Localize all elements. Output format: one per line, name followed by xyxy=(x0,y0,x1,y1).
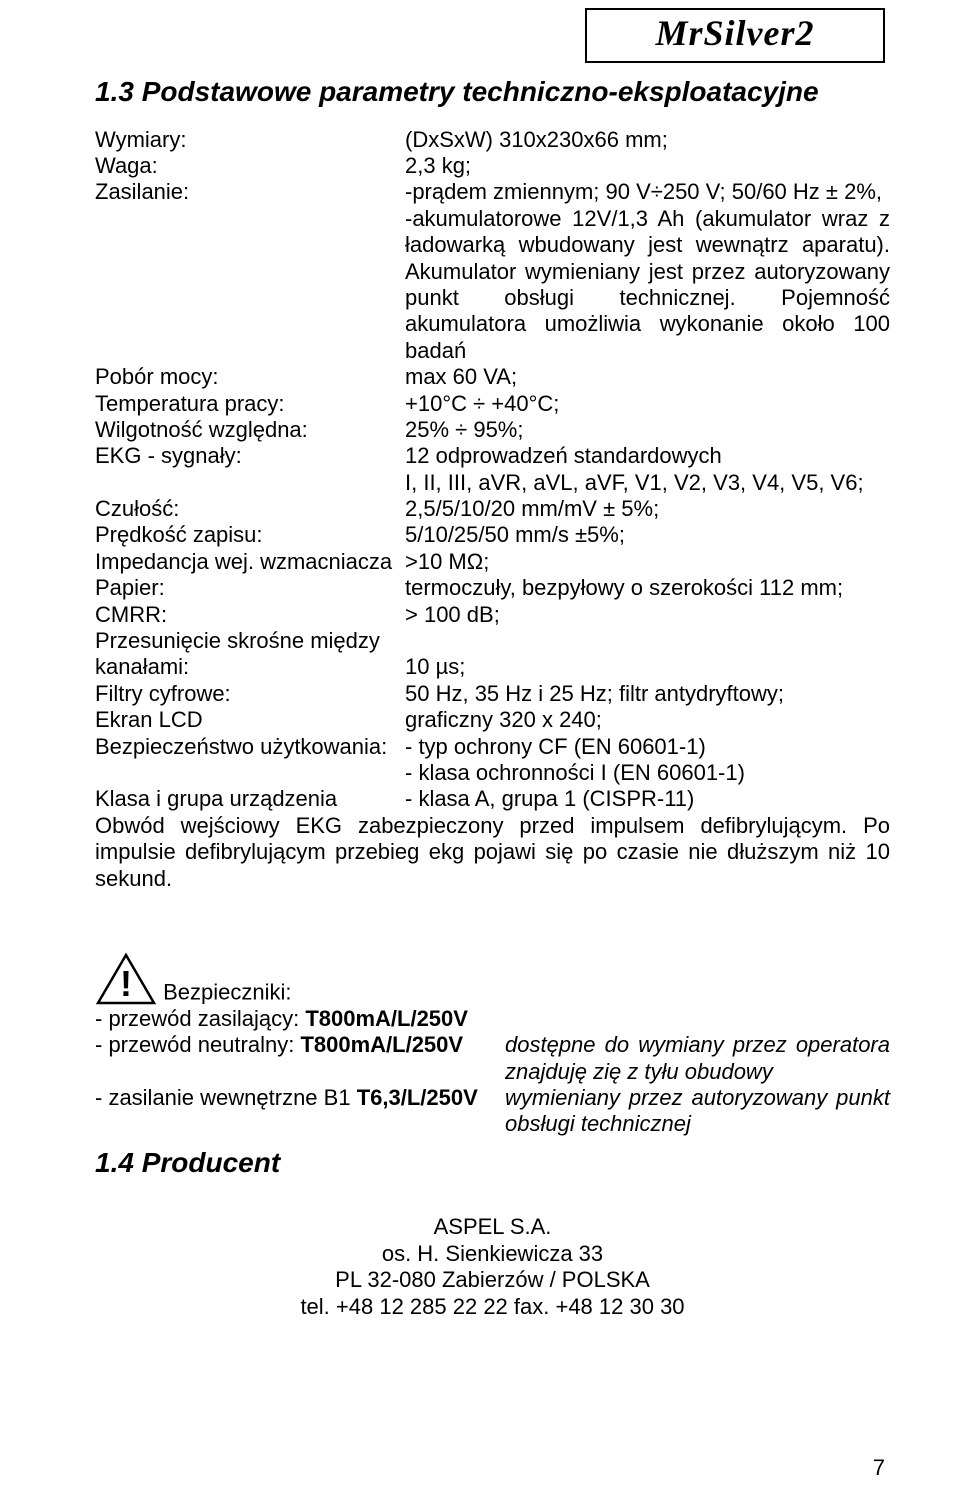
spec-wymiary: Wymiary: (DxSxW) 310x230x66 mm; xyxy=(95,127,890,153)
label: Bezpieczeństwo użytkowania: xyxy=(95,734,405,760)
label: EKG - sygnały: xyxy=(95,443,405,469)
value: 2,5/5/10/20 mm/mV ± 5%; xyxy=(405,496,890,522)
spec-predkosc: Prędkość zapisu: 5/10/25/50 mm/s ±5%; xyxy=(95,522,890,548)
spec-klasa: Klasa i grupa urządzenia - klasa A, grup… xyxy=(95,786,890,812)
fuse-right: wymieniany przez autoryzowany punkt obsł… xyxy=(505,1085,890,1138)
value: - klasa ochronności I (EN 60601-1) xyxy=(405,760,890,786)
label: Filtry cyfrowe: xyxy=(95,681,405,707)
fuse-left: - przewód zasilający: T800mA/L/250V xyxy=(95,1006,505,1032)
bold: T6,3/L/250V xyxy=(357,1085,478,1110)
spec-zasilanie-cont: -akumulatorowe 12V/1,3 Ah (akumulator wr… xyxy=(95,206,890,364)
label: Pobór mocy: xyxy=(95,364,405,390)
value: 10 µs; xyxy=(405,654,890,680)
spec-imped: Impedancja wej. wzmacniacza >10 MΩ; xyxy=(95,549,890,575)
fuse-right xyxy=(505,1006,890,1032)
label: Ekran LCD xyxy=(95,707,405,733)
value: max 60 VA; xyxy=(405,364,890,390)
spec-temp: Temperatura pracy: +10°C ÷ +40°C; xyxy=(95,391,890,417)
fuse-row-2: - przewód neutralny: T800mA/L/250V dostę… xyxy=(95,1032,890,1085)
value: +10°C ÷ +40°C; xyxy=(405,391,890,417)
producer-tel: tel. +48 12 285 22 22 fax. +48 12 30 30 xyxy=(95,1294,890,1320)
warning-block: ! Bezpieczniki: - przewód zasilający: T8… xyxy=(95,952,890,1138)
value: > 100 dB; xyxy=(405,602,890,628)
producer-block: ASPEL S.A. os. H. Sienkiewicza 33 PL 32-… xyxy=(95,1214,890,1320)
label: Zasilanie: xyxy=(95,179,405,205)
spec-przesun-1: Przesunięcie skrośne między xyxy=(95,628,890,654)
producer-addr1: os. H. Sienkiewicza 33 xyxy=(95,1241,890,1267)
text: - przewód zasilający: xyxy=(95,1006,299,1031)
spec-ekg-cont: I, II, III, aVR, aVL, aVF, V1, V2, V3, V… xyxy=(95,470,890,496)
value: termoczuły, bezpyłowy o szerokości 112 m… xyxy=(405,575,890,601)
specs-block: Wymiary: (DxSxW) 310x230x66 mm; Waga: 2,… xyxy=(95,127,890,892)
fuse-row-1: - przewód zasilający: T800mA/L/250V xyxy=(95,1006,890,1032)
spec-przesun-2: kanałami: 10 µs; xyxy=(95,654,890,680)
label: Papier: xyxy=(95,575,405,601)
spec-footer: Obwód wejściowy EKG zabezpieczony przed … xyxy=(95,813,890,892)
spec-filtry: Filtry cyfrowe: 50 Hz, 35 Hz i 25 Hz; fi… xyxy=(95,681,890,707)
value: -prądem zmiennym; 90 V÷250 V; 50/60 Hz ±… xyxy=(405,179,890,205)
producer-name: ASPEL S.A. xyxy=(95,1214,890,1240)
text: - zasilanie wewnętrzne B1 xyxy=(95,1085,357,1110)
spec-bezp: Bezpieczeństwo użytkowania: - typ ochron… xyxy=(95,734,890,760)
spec-wilg: Wilgotność względna: 25% ÷ 95%; xyxy=(95,417,890,443)
label: Temperatura pracy: xyxy=(95,391,405,417)
value: 2,3 kg; xyxy=(405,153,890,179)
fuse-right: dostępne do wymiany przez operatora znaj… xyxy=(505,1032,890,1085)
spec-papier: Papier: termoczuły, bezpyłowy o szerokoś… xyxy=(95,575,890,601)
label: Wilgotność względna: xyxy=(95,417,405,443)
label: Wymiary: xyxy=(95,127,405,153)
label: Waga: xyxy=(95,153,405,179)
spec-bezp-cont: - klasa ochronności I (EN 60601-1) xyxy=(95,760,890,786)
spec-zasilanie: Zasilanie: -prądem zmiennym; 90 V÷250 V;… xyxy=(95,179,890,205)
warning-line: ! Bezpieczniki: xyxy=(95,952,890,1006)
product-name: MrSilver2 xyxy=(655,13,814,53)
section-1-4-title: 1.4 Producent xyxy=(95,1146,890,1180)
page-number: 7 xyxy=(873,1455,885,1481)
value: 50 Hz, 35 Hz i 25 Hz; filtr antydryftowy… xyxy=(405,681,890,707)
fuse-row-3: - zasilanie wewnętrzne B1 T6,3/L/250V wy… xyxy=(95,1085,890,1138)
fuses-title: Bezpieczniki: xyxy=(163,980,291,1005)
label: Klasa i grupa urządzenia xyxy=(95,786,405,812)
label: Prędkość zapisu: xyxy=(95,522,405,548)
value: 12 odprowadzeń standardowych xyxy=(405,443,890,469)
value: graficzny 320 x 240; xyxy=(405,707,890,733)
value: >10 MΩ; xyxy=(405,549,890,575)
spec-waga: Waga: 2,3 kg; xyxy=(95,153,890,179)
label: kanałami: xyxy=(95,654,405,680)
value: -akumulatorowe 12V/1,3 Ah (akumulator wr… xyxy=(405,206,890,364)
value: 5/10/25/50 mm/s ±5%; xyxy=(405,522,890,548)
spec-czulosc: Czułość: 2,5/5/10/20 mm/mV ± 5%; xyxy=(95,496,890,522)
bold: T800mA/L/250V xyxy=(305,1006,468,1031)
bold: T800mA/L/250V xyxy=(300,1032,463,1057)
value: - klasa A, grupa 1 (CISPR-11) xyxy=(405,786,890,812)
fuse-left: - przewód neutralny: T800mA/L/250V xyxy=(95,1032,505,1085)
svg-text:!: ! xyxy=(120,963,132,1004)
text: - przewód neutralny: xyxy=(95,1032,300,1057)
label: Impedancja wej. wzmacniacza xyxy=(95,549,405,575)
producer-addr2: PL 32-080 Zabierzów / POLSKA xyxy=(95,1267,890,1293)
value: 25% ÷ 95%; xyxy=(405,417,890,443)
spec-pobor: Pobór mocy: max 60 VA; xyxy=(95,364,890,390)
spec-cmrr: CMRR: > 100 dB; xyxy=(95,602,890,628)
product-header-box: MrSilver2 xyxy=(585,8,885,63)
spec-ekran: Ekran LCD graficzny 320 x 240; xyxy=(95,707,890,733)
label: Czułość: xyxy=(95,496,405,522)
value: I, II, III, aVR, aVL, aVF, V1, V2, V3, V… xyxy=(405,470,890,496)
value: (DxSxW) 310x230x66 mm; xyxy=(405,127,890,153)
warning-triangle-icon: ! xyxy=(95,952,157,1006)
value: - typ ochrony CF (EN 60601-1) xyxy=(405,734,890,760)
section-1-3-title: 1.3 Podstawowe parametry techniczno-eksp… xyxy=(95,75,890,109)
fuse-left: - zasilanie wewnętrzne B1 T6,3/L/250V xyxy=(95,1085,505,1138)
spec-ekg: EKG - sygnały: 12 odprowadzeń standardow… xyxy=(95,443,890,469)
label: Przesunięcie skrośne między xyxy=(95,628,405,654)
label: CMRR: xyxy=(95,602,405,628)
